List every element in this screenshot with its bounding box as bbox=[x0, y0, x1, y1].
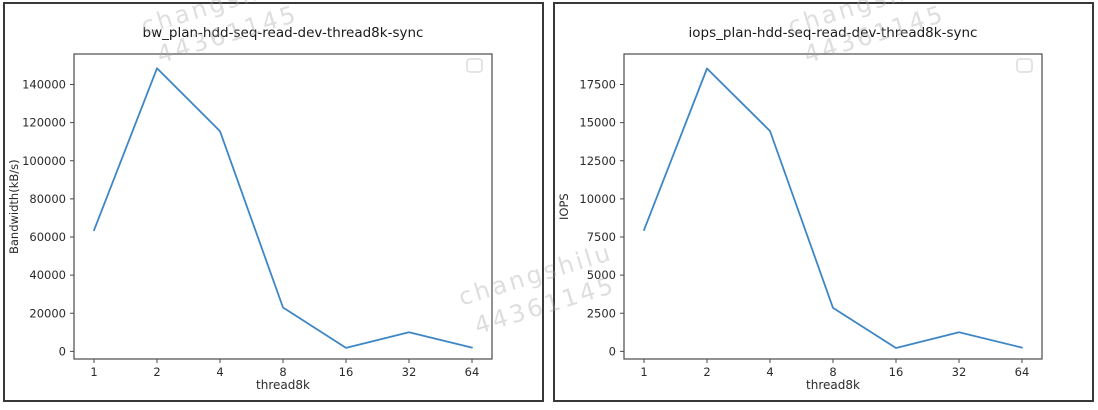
axes-frame bbox=[623, 53, 1043, 360]
y-tick-label: 5000 bbox=[587, 268, 616, 282]
y-tick-label: 140000 bbox=[22, 78, 66, 92]
x-tick-label: 1 bbox=[90, 365, 97, 379]
y-tick-label: 15000 bbox=[579, 116, 616, 130]
y-tick-label: 10000 bbox=[579, 192, 616, 206]
y-tick-label: 0 bbox=[609, 344, 616, 358]
x-tick-label: 2 bbox=[153, 365, 160, 379]
legend-box bbox=[466, 58, 483, 73]
x-axis-label-bandwidth: thread8k bbox=[256, 378, 310, 392]
plot-area-iops: 0 2500 5000 7500 10000 12500 15000 17500 1 2 4 8 16 3… bbox=[579, 53, 1043, 379]
x-tick-label: 16 bbox=[339, 365, 354, 379]
axes-frame bbox=[73, 53, 493, 360]
plot-area-bandwidth: 0 20000 40000 60000 80000 100000 120000 140000 1… bbox=[22, 53, 493, 379]
x-tick-label: 1 bbox=[640, 365, 647, 379]
y-tick-label: 2500 bbox=[587, 306, 616, 320]
y-tick-label: 7500 bbox=[587, 230, 616, 244]
data-line bbox=[93, 67, 473, 349]
chart-card-bandwidth: bw_plan-hdd-seq-read-dev-thread8k-sync B… bbox=[3, 2, 544, 402]
x-tick-label: 2 bbox=[703, 365, 710, 379]
x-tick-label: 64 bbox=[465, 365, 480, 379]
chart-title-iops: iops_plan-hdd-seq-read-dev-thread8k-sync bbox=[688, 25, 978, 41]
x-tick-label: 64 bbox=[1015, 365, 1030, 379]
y-tick-label: 80000 bbox=[29, 192, 66, 206]
y-tick-label: 60000 bbox=[29, 230, 66, 244]
data-line bbox=[643, 67, 1023, 349]
chart-card-iops: iops_plan-hdd-seq-read-dev-thread8k-sync… bbox=[553, 2, 1094, 402]
x-axis-label-iops: thread8k bbox=[806, 378, 860, 392]
y-tick-label: 17500 bbox=[579, 78, 616, 92]
y-tick-label: 12500 bbox=[579, 154, 616, 168]
x-tick-label: 4 bbox=[766, 365, 773, 379]
x-tick-label: 16 bbox=[889, 365, 904, 379]
y-tick-label: 120000 bbox=[22, 116, 66, 130]
y-tick-label: 100000 bbox=[22, 154, 66, 168]
y-tick-label: 20000 bbox=[29, 306, 66, 320]
x-tick-label: 4 bbox=[216, 365, 223, 379]
x-tick-label: 32 bbox=[952, 365, 967, 379]
legend-box bbox=[1016, 58, 1033, 73]
chart-title-bandwidth: bw_plan-hdd-seq-read-dev-thread8k-sync bbox=[142, 25, 424, 41]
x-tick-label: 32 bbox=[402, 365, 417, 379]
x-tick-label: 8 bbox=[279, 365, 286, 379]
y-tick-label: 0 bbox=[59, 344, 66, 358]
y-tick-label: 40000 bbox=[29, 268, 66, 282]
x-tick-label: 8 bbox=[829, 365, 836, 379]
